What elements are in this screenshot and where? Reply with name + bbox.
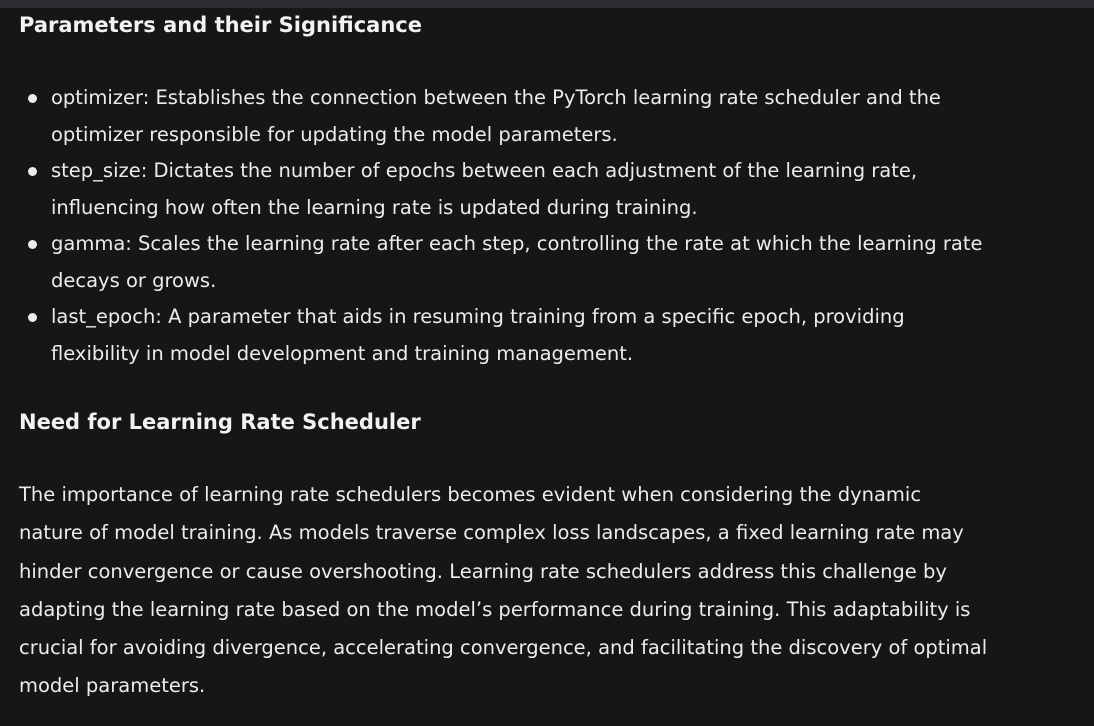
paragraph-line: nature of model training. As models trav… [19, 521, 964, 545]
list-item-last-epoch: last_epoch: A parameter that aids in res… [0, 299, 1094, 372]
paragraph-line: model parameters. [19, 674, 206, 698]
list-item-line: optimizer responsible for updating the m… [51, 122, 618, 146]
top-strip [0, 0, 1094, 8]
need-heading: Need for Learning Rate Scheduler [19, 410, 421, 434]
paragraph-line: hinder convergence or cause overshooting… [19, 559, 947, 583]
body-paragraph: The importance of learning rate schedule… [19, 476, 1059, 706]
list-item-line: last_epoch: A parameter that aids in res… [51, 305, 905, 328]
paragraph-line: The importance of learning rate schedule… [19, 483, 922, 506]
params-heading: Parameters and their Significance [19, 13, 422, 37]
paragraph-line: adapting the learning rate based on the … [19, 597, 971, 621]
list-item-line: optimizer: Establishes the connection be… [51, 86, 941, 109]
bullet-dot-icon [28, 313, 37, 322]
list-item-line: gamma: Scales the learning rate after ea… [51, 232, 983, 255]
list-item-line: step_size: Dictates the number of epochs… [51, 159, 918, 182]
list-item-gamma: gamma: Scales the learning rate after ea… [0, 226, 1094, 299]
bullet-dot-icon [28, 94, 37, 103]
list-item-line: influencing how often the learning rate … [51, 195, 698, 219]
bullet-dot-icon [28, 167, 37, 176]
paragraph-line: crucial for avoiding divergence, acceler… [19, 636, 988, 660]
bullet-dot-icon [28, 240, 37, 249]
list-item-step-size: step_size: Dictates the number of epochs… [0, 153, 1094, 226]
list-item-line: flexibility in model development and tra… [51, 341, 634, 365]
params-list: optimizer: Establishes the connection be… [0, 80, 1094, 372]
list-item-optimizer: optimizer: Establishes the connection be… [0, 80, 1094, 153]
list-item-line: decays or grows. [51, 268, 217, 292]
